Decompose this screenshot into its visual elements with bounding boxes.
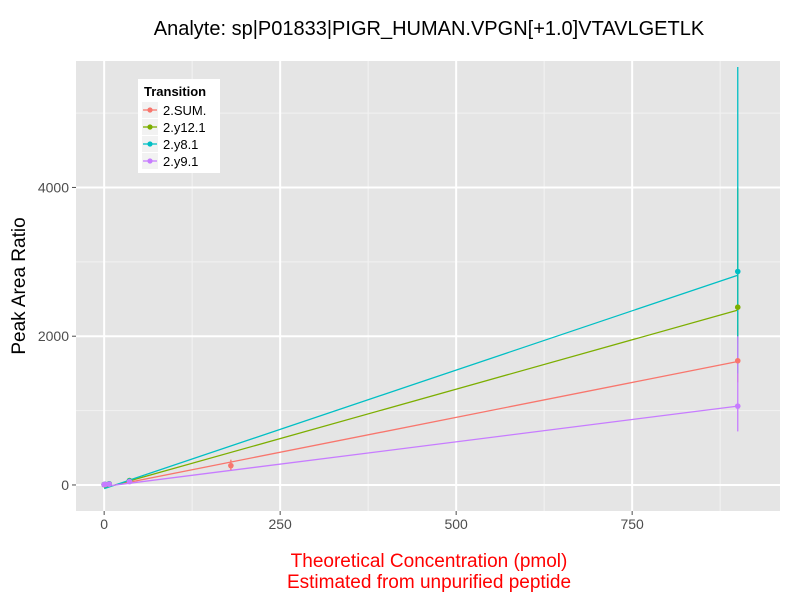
data-point: [102, 481, 108, 488]
data-point: [106, 481, 113, 487]
legend-label: 2.y12.1: [163, 120, 206, 135]
fit-lines: [103, 274, 738, 490]
legend-entries: 2.SUM. 2.y12.1 2.y8.1 2.y9.1: [142, 102, 206, 169]
grid-major: [76, 61, 780, 511]
legend-key-point: [147, 141, 153, 147]
x-axis-title-line-2: Estimated from unpurified peptide: [287, 572, 571, 593]
x-axis-title-line-1: Theoretical Concentration (pmol): [291, 551, 568, 572]
data-point: [126, 478, 133, 485]
data-point: [734, 268, 741, 275]
fit-line: [104, 405, 738, 488]
legend-label: 2.y9.1: [163, 154, 198, 169]
legend-label: 2.y8.1: [163, 137, 198, 152]
chart-title: Analyte: sp|P01833|PIGR_HUMAN.VPGN[+1.0]…: [154, 18, 705, 40]
y-tick-label: 2000: [38, 328, 69, 344]
fit-line: [103, 309, 738, 489]
x-tick-label: 750: [620, 516, 644, 532]
legend-title: Transition: [144, 84, 206, 99]
data-point: [734, 403, 741, 409]
data-point: [228, 462, 234, 469]
x-tick-label: 0: [100, 516, 108, 532]
fit-line: [103, 274, 738, 490]
legend: Transition 2.SUM. 2.y12.1 2.y8.1 2.y9.1: [138, 79, 220, 173]
data-points: [101, 268, 741, 488]
axis-ticks: 0 250 500 750 0 2000 4000: [38, 179, 644, 532]
legend-key-point: [147, 124, 153, 130]
x-tick-label: 500: [444, 516, 468, 532]
data-point: [734, 304, 741, 310]
error-bars: [230, 66, 739, 471]
y-tick-label: 4000: [38, 179, 69, 195]
x-tick-label: 250: [268, 516, 292, 532]
y-axis-title: Peak Area Ratio: [9, 217, 30, 354]
fit-line: [104, 360, 738, 488]
y-tick-label: 0: [61, 477, 69, 493]
legend-label: 2.SUM.: [163, 103, 206, 118]
legend-key-point: [147, 107, 153, 113]
legend-key-point: [147, 158, 153, 164]
data-point: [734, 357, 741, 364]
